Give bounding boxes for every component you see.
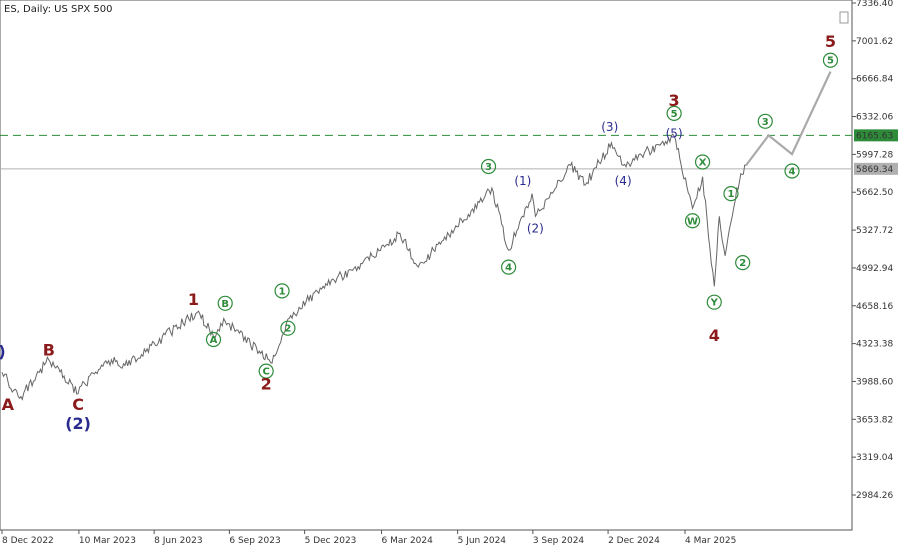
wave-label: 5: [671, 109, 678, 120]
wave-circle: [784, 163, 800, 179]
x-tick-label: 6 Sep 2023: [229, 536, 280, 546]
y-tick-label: 4992.94: [856, 264, 893, 274]
wave-label: 3: [762, 117, 769, 128]
wave-label: W: [687, 216, 698, 227]
wave-label: (4): [615, 174, 632, 188]
price-level-tag: [854, 162, 898, 175]
y-tick-label: 5662.50: [856, 188, 893, 198]
wave-label: (3): [601, 120, 618, 134]
wave-circle: [694, 154, 711, 170]
price-level-value: 5869.34: [856, 165, 893, 175]
price-series: [1, 71, 832, 401]
price-levels: 6165.63 5869.34: [0, 129, 898, 175]
wave-circle: [480, 158, 497, 175]
wave-label: (2): [65, 414, 91, 433]
wave-label: A: [2, 395, 15, 414]
y-tick-label: 6332.06: [856, 113, 893, 123]
wave-circle: [280, 320, 296, 336]
y-tick-label: 4323.38: [856, 340, 893, 350]
wave-label: Y: [710, 298, 719, 309]
x-tick-label: 6 Mar 2024: [382, 536, 434, 546]
x-tick-label: 5 Dec 2023: [305, 536, 357, 546]
wave-label: C: [262, 367, 269, 378]
y-tick-label: 3653.82: [856, 415, 893, 425]
wave-label: 1: [188, 290, 199, 309]
wave-label: 5: [825, 32, 836, 51]
wave-circle: [684, 213, 701, 229]
x-tick-label: 10 Mar 2023: [79, 536, 136, 546]
wave-label: 5: [827, 56, 834, 67]
price-line: [1, 133, 747, 401]
wave-label: 1: [727, 189, 734, 200]
y-tick-label: 3988.60: [856, 377, 893, 387]
wave-circle: [205, 331, 222, 348]
wave-label: 4: [789, 167, 796, 178]
wave-circle: [723, 186, 739, 202]
x-tick-label: 8 Jun 2023: [154, 536, 202, 546]
wave-label: B: [221, 299, 229, 310]
wave-circle: [706, 294, 722, 310]
plot-area-border: [0, 0, 853, 531]
wave-circle: [217, 295, 233, 311]
wave-label: C: [72, 395, 84, 414]
wave-label: 4: [505, 263, 512, 274]
wave-label: 2: [284, 324, 291, 335]
wave-labels: ABC)(2)1ABC21234(1)(2)(3)(4)(5)53WX1Y423…: [0, 32, 839, 433]
x-axis: 8 Dec 2022 10 Mar 2023 8 Jun 2023 6 Sep 202…: [1, 530, 736, 546]
y-tick-label: 6666.84: [856, 75, 893, 85]
wave-circle: [274, 283, 290, 299]
wave-label: 2: [739, 258, 746, 269]
x-tick-label: 8 Dec 2022: [2, 536, 54, 546]
forecast-line: [745, 71, 832, 167]
wave-circle: [501, 259, 517, 275]
chart-title: ES, Daily: US SPX 500: [4, 4, 113, 15]
x-tick-label: 2 Dec 2024: [608, 536, 660, 546]
wave-label: (5): [666, 127, 683, 141]
price-level-value: 6165.63: [856, 131, 893, 141]
wave-label: (1): [514, 174, 531, 188]
y-tick-label: 5997.28: [856, 150, 893, 160]
wave-label: ): [0, 342, 6, 361]
y-tick-label: 7336.40: [856, 0, 893, 9]
wave-label: X: [699, 157, 707, 168]
wave-circle: [735, 255, 751, 271]
y-tick-label: 3319.04: [856, 453, 893, 463]
y-tick-label: 7001.62: [856, 37, 893, 47]
wave-circle: [822, 52, 839, 68]
wave-circle: [258, 363, 274, 379]
wave-label: (2): [527, 222, 544, 236]
wave-label: 4: [709, 326, 720, 345]
y-tick-label: 5327.72: [856, 226, 893, 236]
wave-label: B: [43, 341, 55, 360]
wave-label: 2: [261, 375, 272, 394]
wave-label: 1: [279, 286, 286, 297]
y-axis: 7336.40 7001.62 6666.84 6332.06 5997.28 5662.…: [852, 0, 893, 501]
wave-circle: [666, 105, 682, 121]
wave-label: 3: [669, 91, 680, 110]
y-tick-label: 4658.16: [856, 302, 893, 312]
wave-circle: [757, 113, 773, 129]
price-level-tag: [854, 129, 898, 142]
x-tick-label: 5 Jun 2024: [458, 536, 507, 546]
y-tick-label: 2984.26: [856, 491, 893, 501]
x-tick-label: 3 Sep 2024: [533, 536, 585, 546]
wave-label: A: [210, 335, 218, 346]
scale-toggle-button[interactable]: [839, 11, 849, 24]
x-tick-label: 4 Mar 2025: [685, 536, 736, 546]
wave-label: 3: [485, 162, 492, 173]
